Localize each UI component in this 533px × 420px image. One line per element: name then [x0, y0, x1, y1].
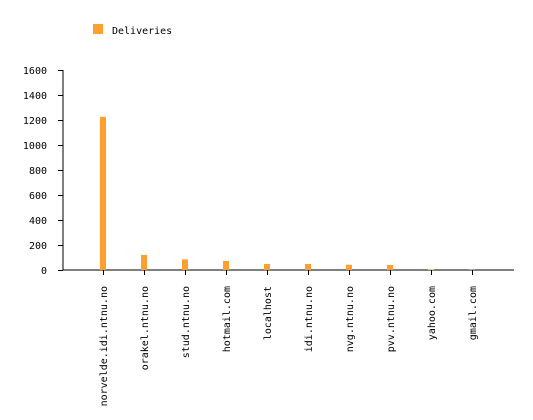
bar	[346, 265, 352, 270]
x-tick-label: idi.ntnu.no	[304, 286, 315, 352]
x-tick-label: yahoo.com	[427, 286, 438, 340]
y-tick-label: 1200	[23, 116, 47, 127]
y-tick-label: 1000	[23, 141, 47, 152]
y-tick-label: 400	[29, 216, 47, 227]
y-tick-label: 800	[29, 166, 47, 177]
x-tick-label: pvv.ntnu.no	[386, 286, 397, 352]
bar	[264, 264, 270, 270]
x-tick-label: localhost	[263, 286, 274, 340]
x-tick-label: stud.ntnu.no	[181, 286, 192, 358]
legend: Deliveries	[93, 24, 172, 37]
bar	[305, 264, 311, 270]
x-tick-label: nvg.ntnu.no	[345, 286, 356, 352]
bar	[182, 259, 188, 270]
x-tick-label: norvelde.idi.ntnu.no	[99, 286, 110, 406]
x-axis-tick-labels: norvelde.idi.ntnu.no orakel.ntnu.no stud.n…	[99, 286, 479, 406]
y-tick-label: 200	[29, 241, 47, 252]
x-tick-label: gmail.com	[468, 286, 479, 340]
y-tick-label: 1400	[23, 91, 47, 102]
y-axis-tick-labels: 0 200 400 600 800 1000 1200 1400 1600	[23, 66, 47, 277]
bar	[141, 255, 147, 270]
bar	[387, 265, 393, 270]
y-tick-label: 600	[29, 191, 47, 202]
x-tick-label: hotmail.com	[222, 286, 233, 352]
bar	[223, 261, 229, 270]
bar	[100, 117, 106, 270]
x-tick-label: orakel.ntnu.no	[140, 286, 151, 370]
legend-label: Deliveries	[112, 26, 172, 37]
bar	[428, 269, 434, 270]
y-tick-label: 0	[41, 266, 47, 277]
legend-swatch	[93, 24, 103, 34]
y-tick-label: 1600	[23, 66, 47, 77]
bars	[100, 117, 475, 270]
axes	[58, 70, 514, 275]
